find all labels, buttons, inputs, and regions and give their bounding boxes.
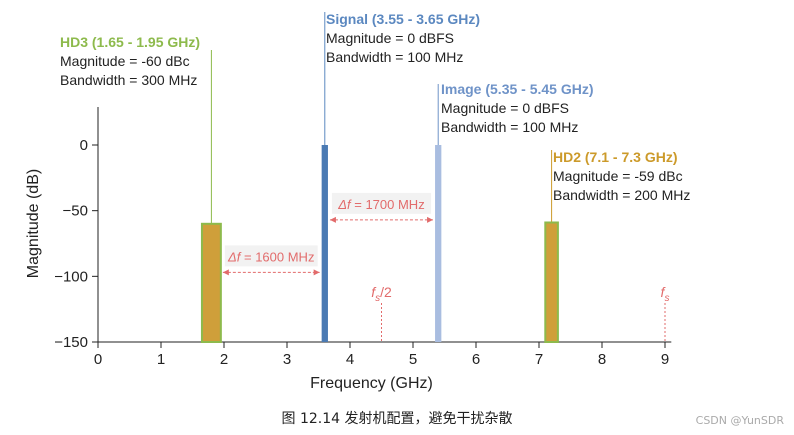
x-tick-label: 8	[598, 351, 606, 368]
figure-caption: 图 12.14 发射机配置，避免干扰杂散	[281, 411, 513, 427]
x-tick-label: 6	[472, 351, 480, 368]
x-tick-label: 9	[661, 351, 669, 368]
y-axis-label: Magnitude (dB)	[25, 169, 42, 278]
x-tick-label: 3	[283, 351, 291, 368]
series-label: Signal (3.55 - 3.65 GHz)	[326, 11, 480, 27]
annotation-label: Δf = 1700 MHz	[337, 197, 424, 212]
series-detail: Bandwidth = 300 MHz	[60, 72, 197, 88]
x-tick-label: 0	[94, 351, 102, 368]
annotation-bg	[331, 192, 432, 214]
y-tick-label: −100	[54, 268, 88, 285]
series-detail: Magnitude = -60 dBc	[60, 53, 190, 69]
marker-label: fs/2	[371, 284, 392, 304]
y-tick-label: −50	[63, 203, 88, 220]
x-tick-label: 5	[409, 351, 417, 368]
bar-1	[321, 145, 328, 342]
x-tick-label: 1	[157, 351, 165, 368]
annotation-label: Δf = 1600 MHz	[227, 249, 314, 264]
series-label: Image (5.35 - 5.45 GHz)	[441, 81, 594, 97]
x-axis-label: Frequency (GHz)	[310, 375, 433, 392]
bar-3	[545, 222, 558, 342]
annotation-bg	[224, 245, 318, 267]
series-detail: Bandwidth = 100 MHz	[441, 119, 578, 135]
marker-label: fs	[661, 284, 670, 304]
series-label: HD3 (1.65 - 1.95 GHz)	[60, 34, 200, 50]
y-tick-label: −150	[54, 334, 88, 351]
bar-border	[200, 222, 222, 343]
series-detail: Bandwidth = 100 MHz	[326, 49, 463, 65]
series-detail: Bandwidth = 200 MHz	[553, 187, 690, 203]
arrow-head-left	[329, 216, 336, 223]
bar-border	[544, 221, 559, 343]
arrow-head-left	[222, 269, 229, 276]
x-tick-label: 7	[535, 351, 543, 368]
series-detail: Magnitude = 0 dBFS	[441, 100, 569, 116]
series-detail: Magnitude = 0 dBFS	[326, 30, 454, 46]
x-tick-label: 4	[346, 351, 354, 368]
bar-0	[201, 223, 221, 342]
arrow-head-right	[313, 269, 320, 276]
y-tick-label: 0	[80, 137, 88, 154]
bar-2	[435, 145, 442, 342]
arrow-head-right	[427, 216, 434, 223]
series-detail: Magnitude = -59 dBc	[553, 168, 683, 184]
watermark: CSDN @YunSDR	[695, 414, 784, 427]
x-tick-label: 2	[220, 351, 228, 368]
spectrum-chart: 0 −50 −100 −150 0 1 2 3 4 5 6 7 8 9 Frequency (GHz) Mag…	[25, 11, 690, 392]
series-label: HD2 (7.1 - 7.3 GHz)	[553, 149, 677, 165]
